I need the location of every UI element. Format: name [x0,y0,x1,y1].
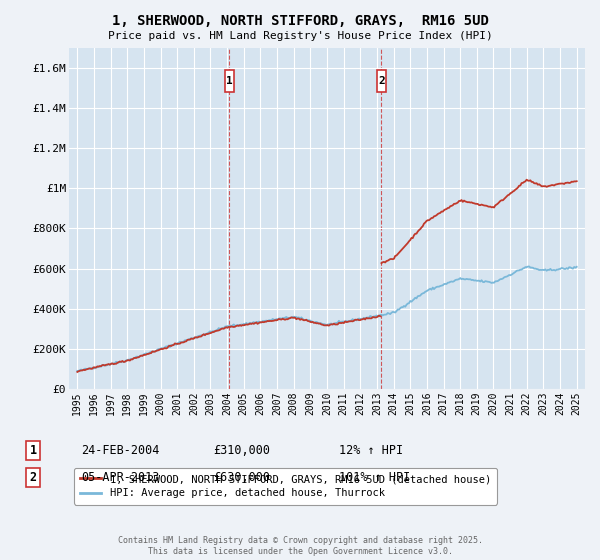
Text: 101% ↑ HPI: 101% ↑ HPI [339,470,410,484]
Text: 1: 1 [29,444,37,458]
Legend: 1, SHERWOOD, NORTH STIFFORD, GRAYS, RM16 5UD (detached house), HPI: Average pric: 1, SHERWOOD, NORTH STIFFORD, GRAYS, RM16… [74,468,497,505]
Text: 1, SHERWOOD, NORTH STIFFORD, GRAYS,  RM16 5UD: 1, SHERWOOD, NORTH STIFFORD, GRAYS, RM16… [112,14,488,28]
Bar [225,69,234,92]
Text: 24-FEB-2004: 24-FEB-2004 [81,444,160,458]
Text: £310,000: £310,000 [213,444,270,458]
Text: 12% ↑ HPI: 12% ↑ HPI [339,444,403,458]
Text: 2: 2 [29,470,37,484]
Text: 2: 2 [378,76,385,86]
Text: Price paid vs. HM Land Registry's House Price Index (HPI): Price paid vs. HM Land Registry's House … [107,31,493,41]
Bar [377,69,386,92]
Text: 05-APR-2013: 05-APR-2013 [81,470,160,484]
Text: £630,000: £630,000 [213,470,270,484]
Text: Contains HM Land Registry data © Crown copyright and database right 2025.
This d: Contains HM Land Registry data © Crown c… [118,536,482,556]
Text: 1: 1 [226,76,233,86]
